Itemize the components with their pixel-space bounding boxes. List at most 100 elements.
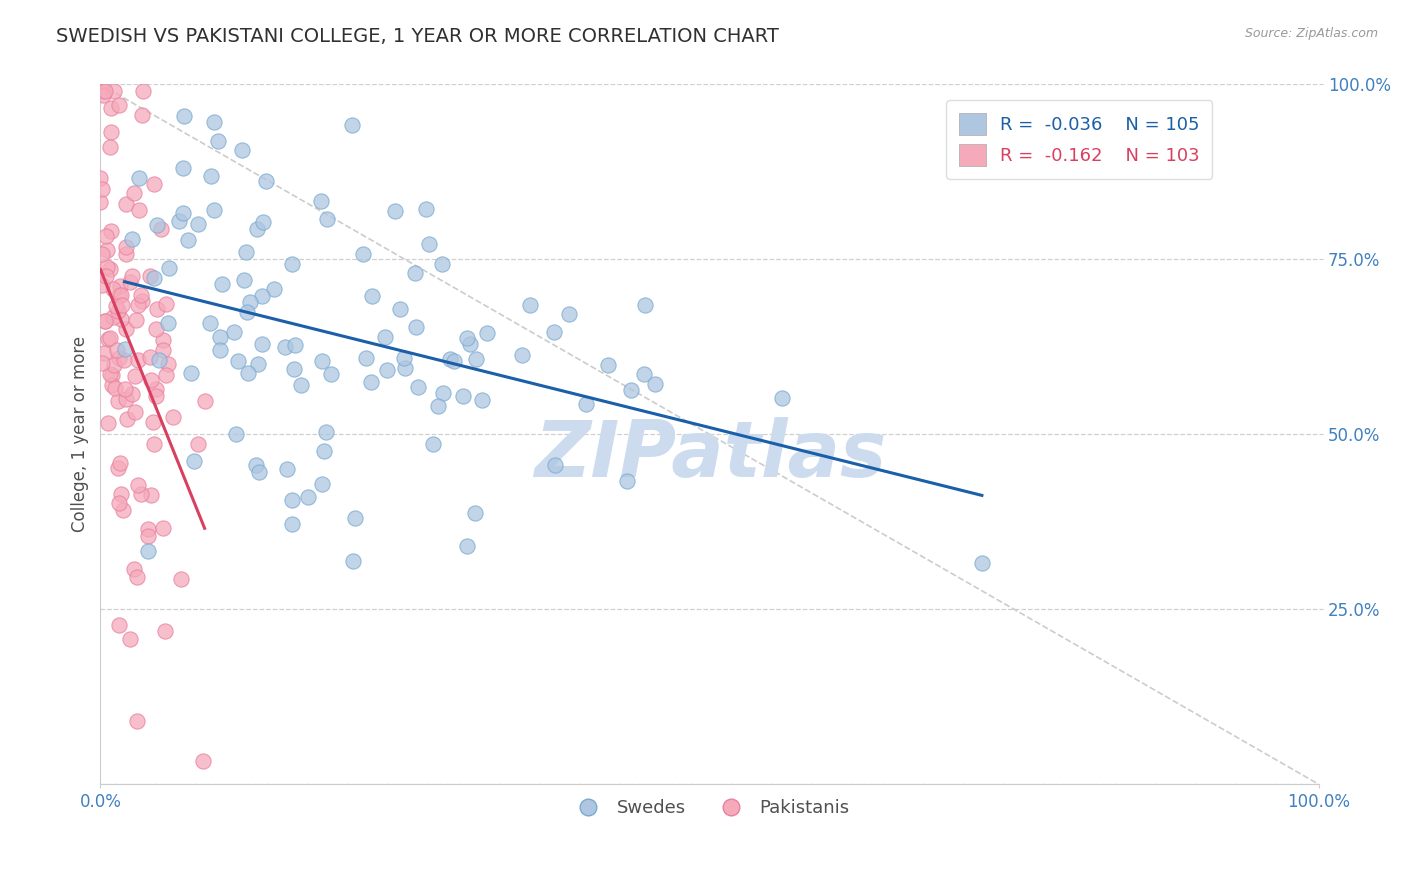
Point bbox=[236, 305, 259, 319]
Point bbox=[311, 354, 333, 368]
Point bbox=[139, 488, 162, 502]
Point bbox=[252, 336, 274, 351]
Point bbox=[128, 203, 150, 218]
Point bbox=[558, 307, 581, 321]
Point bbox=[127, 352, 149, 367]
Point bbox=[125, 570, 148, 584]
Point bbox=[96, 260, 118, 275]
Point bbox=[107, 618, 129, 632]
Point bbox=[464, 506, 486, 520]
Point bbox=[148, 353, 170, 368]
Point bbox=[384, 204, 406, 219]
Point bbox=[96, 243, 118, 257]
Point bbox=[187, 217, 209, 231]
Point bbox=[430, 257, 453, 271]
Point bbox=[127, 298, 149, 312]
Point bbox=[456, 540, 478, 554]
Point bbox=[616, 474, 638, 488]
Point bbox=[544, 458, 567, 472]
Point bbox=[108, 98, 131, 112]
Point bbox=[146, 301, 169, 316]
Point bbox=[388, 301, 411, 316]
Point bbox=[297, 490, 319, 504]
Point bbox=[374, 330, 396, 344]
Point bbox=[209, 330, 232, 344]
Point bbox=[98, 140, 121, 154]
Point bbox=[114, 342, 136, 356]
Point bbox=[145, 322, 167, 336]
Point bbox=[510, 348, 533, 362]
Point bbox=[352, 247, 374, 261]
Point bbox=[120, 632, 142, 647]
Point bbox=[519, 298, 541, 312]
Point bbox=[443, 354, 465, 368]
Point bbox=[970, 556, 993, 570]
Point bbox=[103, 85, 125, 99]
Point bbox=[284, 337, 307, 351]
Point bbox=[427, 399, 450, 413]
Point bbox=[107, 393, 129, 408]
Point bbox=[415, 202, 437, 217]
Point bbox=[103, 381, 125, 395]
Point bbox=[131, 108, 153, 122]
Point bbox=[250, 289, 273, 303]
Point bbox=[464, 352, 486, 367]
Point bbox=[129, 487, 152, 501]
Point bbox=[138, 350, 160, 364]
Point bbox=[312, 443, 335, 458]
Point bbox=[620, 384, 643, 398]
Point bbox=[124, 562, 146, 576]
Point bbox=[252, 215, 274, 229]
Point bbox=[283, 361, 305, 376]
Point bbox=[394, 361, 416, 376]
Point bbox=[152, 521, 174, 535]
Point bbox=[111, 503, 134, 517]
Point bbox=[183, 454, 205, 468]
Point bbox=[100, 125, 122, 139]
Point bbox=[91, 247, 114, 261]
Point bbox=[91, 85, 114, 99]
Point bbox=[105, 299, 128, 313]
Point bbox=[89, 171, 111, 186]
Point bbox=[281, 257, 304, 271]
Point bbox=[194, 393, 217, 408]
Point bbox=[202, 202, 225, 217]
Point bbox=[124, 369, 146, 384]
Point bbox=[105, 343, 128, 357]
Point bbox=[108, 456, 131, 470]
Point bbox=[118, 275, 141, 289]
Point bbox=[245, 458, 267, 472]
Point bbox=[254, 174, 277, 188]
Point bbox=[107, 304, 129, 318]
Point bbox=[418, 237, 440, 252]
Point bbox=[231, 143, 253, 157]
Point bbox=[96, 268, 118, 283]
Point bbox=[100, 224, 122, 238]
Point bbox=[543, 326, 565, 340]
Point bbox=[157, 260, 180, 275]
Point bbox=[167, 214, 190, 228]
Point bbox=[136, 522, 159, 536]
Point bbox=[108, 287, 131, 301]
Point bbox=[207, 134, 229, 148]
Point bbox=[200, 169, 222, 184]
Point bbox=[456, 331, 478, 345]
Point bbox=[139, 373, 162, 387]
Point bbox=[91, 356, 114, 370]
Point bbox=[93, 87, 115, 102]
Point bbox=[156, 316, 179, 330]
Point bbox=[121, 387, 143, 401]
Point bbox=[98, 367, 121, 381]
Point bbox=[125, 313, 148, 327]
Point bbox=[152, 343, 174, 358]
Text: Source: ZipAtlas.com: Source: ZipAtlas.com bbox=[1244, 27, 1378, 40]
Point bbox=[110, 487, 132, 501]
Point bbox=[127, 714, 149, 729]
Point bbox=[309, 194, 332, 208]
Point bbox=[111, 298, 134, 312]
Point bbox=[124, 405, 146, 419]
Point bbox=[451, 389, 474, 403]
Point bbox=[280, 493, 302, 508]
Point bbox=[146, 219, 169, 233]
Point bbox=[172, 161, 194, 176]
